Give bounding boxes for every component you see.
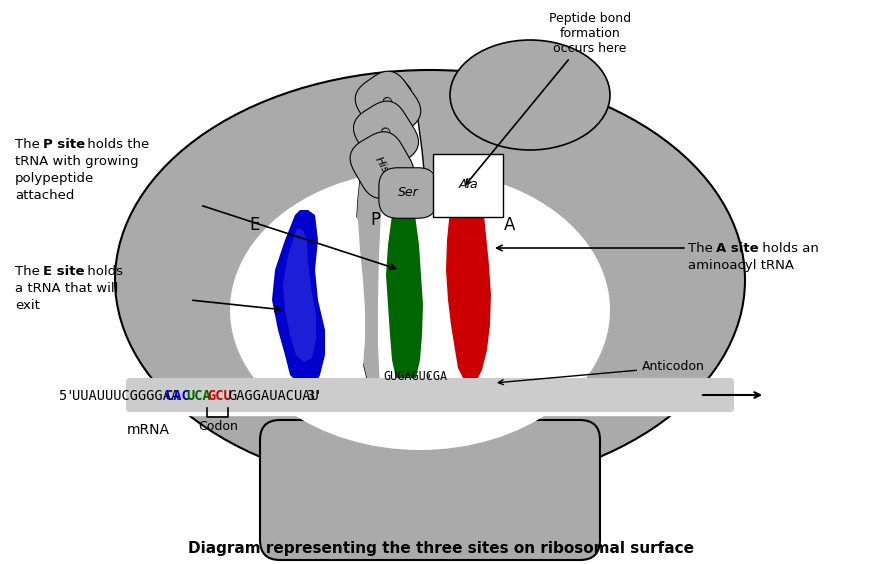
- Text: GUGAGUCGA: GUGAGUCGA: [383, 370, 447, 383]
- Text: Anticodon: Anticodon: [498, 360, 705, 385]
- Polygon shape: [446, 180, 491, 382]
- Text: CAC: CAC: [165, 389, 190, 403]
- Text: 5': 5': [58, 389, 74, 403]
- Text: holds an: holds an: [758, 241, 818, 254]
- Text: P site: P site: [43, 138, 86, 151]
- Text: UUAUUUCGGGGAA: UUAUUUCGGGGAA: [72, 389, 179, 403]
- Text: Diagram representing the three sites on ribosomal surface: Diagram representing the three sites on …: [188, 540, 694, 556]
- Ellipse shape: [230, 170, 610, 450]
- Text: holds the: holds the: [83, 138, 149, 151]
- Text: Gly: Gly: [378, 95, 398, 116]
- Polygon shape: [386, 185, 423, 385]
- Polygon shape: [272, 210, 325, 385]
- Text: polypeptide: polypeptide: [15, 172, 94, 185]
- FancyBboxPatch shape: [126, 378, 734, 412]
- Text: A: A: [505, 216, 516, 234]
- Text: tRNA with growing: tRNA with growing: [15, 155, 138, 168]
- Text: His: His: [373, 155, 391, 175]
- Polygon shape: [355, 85, 383, 390]
- Text: GCU: GCU: [207, 389, 232, 403]
- Text: The: The: [15, 265, 44, 278]
- Text: P: P: [370, 211, 380, 229]
- Polygon shape: [325, 210, 365, 385]
- Text: mRNA: mRNA: [126, 423, 169, 437]
- Text: exit: exit: [15, 299, 40, 312]
- Text: E: E: [250, 216, 260, 234]
- Text: attached: attached: [15, 189, 74, 202]
- FancyBboxPatch shape: [260, 420, 600, 560]
- Text: E site: E site: [43, 265, 85, 278]
- Text: A site: A site: [716, 241, 759, 254]
- Polygon shape: [422, 200, 450, 378]
- Text: UCA: UCA: [186, 389, 211, 403]
- Text: The: The: [15, 138, 44, 151]
- Ellipse shape: [115, 70, 745, 490]
- Text: 3': 3': [307, 389, 323, 403]
- Text: a tRNA that will: a tRNA that will: [15, 282, 118, 295]
- Text: holds: holds: [83, 265, 123, 278]
- Text: Glu: Glu: [377, 125, 395, 146]
- Polygon shape: [283, 228, 316, 362]
- Text: The: The: [688, 241, 717, 254]
- Polygon shape: [355, 78, 432, 390]
- Text: Codon: Codon: [198, 420, 237, 433]
- Text: GAGGAUACUAU: GAGGAUACUAU: [228, 389, 319, 403]
- Ellipse shape: [450, 40, 610, 150]
- Text: Ser: Ser: [398, 187, 418, 200]
- Text: aminoacyl tRNA: aminoacyl tRNA: [688, 258, 794, 271]
- Text: Ala: Ala: [458, 178, 478, 192]
- Text: Peptide bond
formation
occurs here: Peptide bond formation occurs here: [466, 12, 631, 184]
